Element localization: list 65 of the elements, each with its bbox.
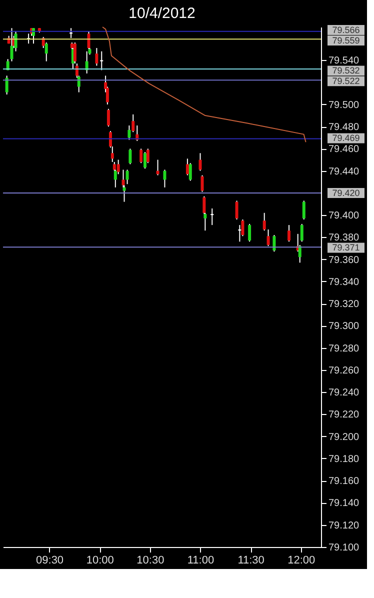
y-tick-label: 79.380 [328,232,360,244]
candlestick [186,158,189,176]
y-tick-label: 79.480 [328,122,360,134]
x-tick-label: 09:30 [36,554,64,566]
y-tick-label: 79.440 [328,166,360,178]
y-tick-label: 79.360 [328,254,360,266]
candlestick [300,223,304,242]
ref-line-label: 79.371 [332,242,360,253]
candlestick [128,148,132,165]
candlestick [238,224,242,242]
y-tick-label: 79.280 [328,343,360,354]
candlestick [266,228,270,247]
candlestick [198,152,202,172]
x-tick-label: 11:00 [187,554,214,566]
x-tick-label: 11:30 [238,554,264,566]
candlestick [73,42,76,64]
ref-line-label: 79.559 [332,36,360,46]
x-tick-label: 10:00 [86,554,114,566]
candlestick [288,224,290,242]
y-tick-label: 79.260 [328,365,360,376]
candlestick [70,28,73,39]
candlestick [200,174,204,192]
ref-line-label: 79.420 [332,188,360,198]
candlestick [140,148,143,164]
x-tick-label: 12:00 [288,554,316,566]
candlestick [210,208,214,226]
candlestick [156,159,160,176]
y-tick-label: 79.500 [328,100,360,111]
y-tick-label: 79.340 [328,276,360,288]
chart-title: 10/4/2012 [128,5,196,22]
y-tick-label: 79.120 [328,520,360,532]
y-tick-label: 79.200 [328,432,360,443]
y-tick-label: 79.540 [328,56,360,67]
y-tick-label: 79.400 [328,210,360,222]
y-tick-label: 79.180 [328,454,360,465]
ref-line-label: 79.522 [332,76,360,86]
y-tick-label: 79.100 [328,542,360,554]
candlestick [5,75,8,95]
candlestick [262,212,266,232]
candlestick [132,114,135,133]
y-tick-label: 79.460 [328,144,360,156]
candlestick [248,223,252,242]
ref-line-label: 79.566 [332,25,360,36]
x-tick-label: 10:30 [136,554,164,566]
y-tick-label: 79.160 [328,476,360,488]
candlestick [128,124,131,140]
y-tick-label: 79.140 [328,498,360,510]
y-tick-label: 79.220 [328,410,360,421]
candlestick [106,108,110,128]
candlestick [302,200,306,220]
candlestick [10,28,14,62]
y-tick-label: 79.240 [328,388,360,399]
candlestick [235,200,238,220]
candlestick [126,169,129,185]
candlestick [163,169,166,188]
y-tick-label: 79.300 [328,321,360,332]
candlestick [272,234,276,252]
ref-line-label: 79.532 [332,66,360,76]
candlestick [143,152,146,170]
ref-line-label: 79.469 [332,133,360,144]
candlestick [95,48,98,66]
line-series [102,26,306,143]
candlestick [100,50,104,71]
candlestick [188,162,192,182]
y-tick-label: 79.320 [328,299,360,310]
